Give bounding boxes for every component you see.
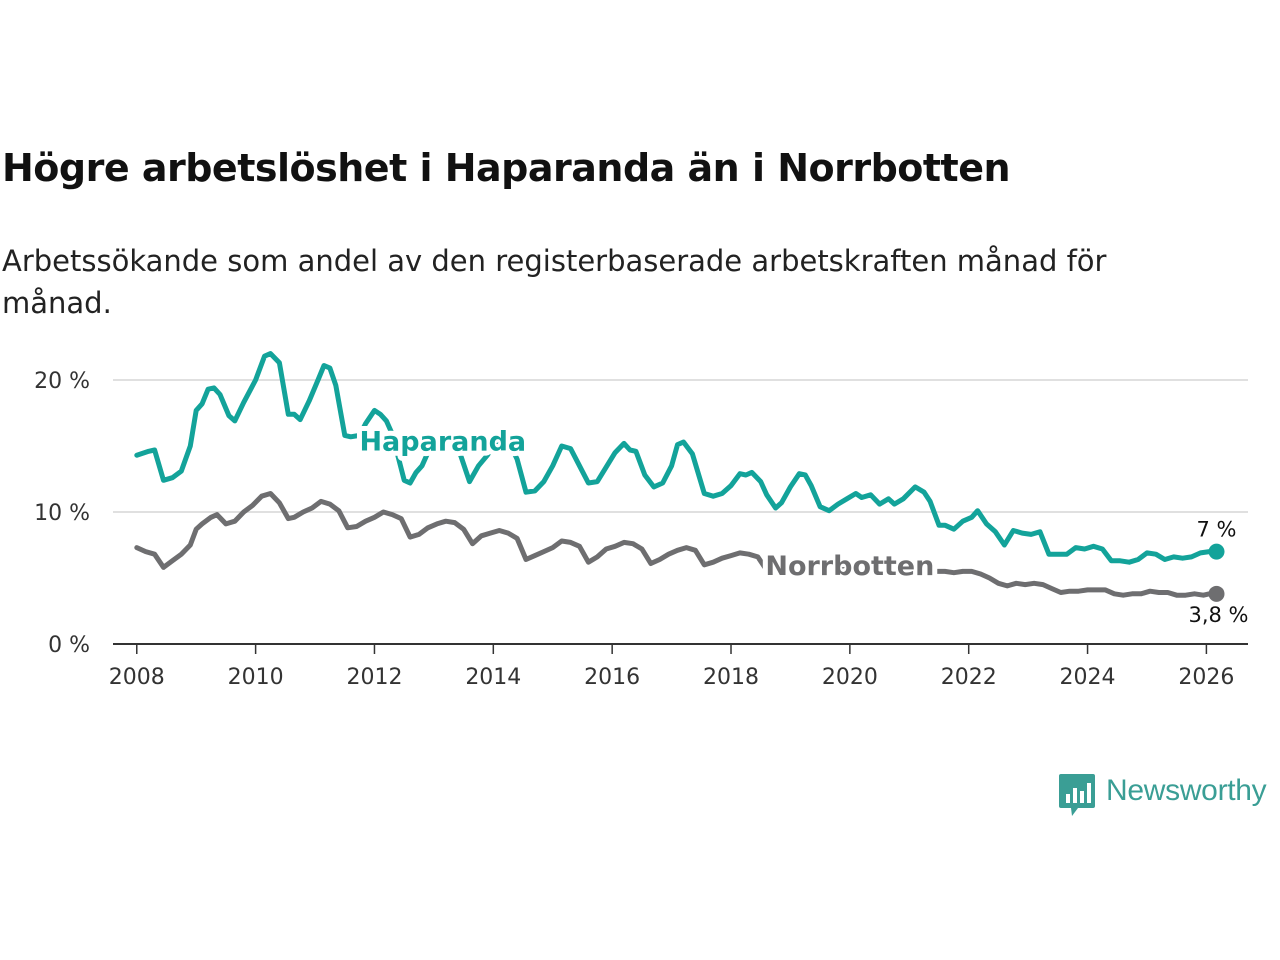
chart-subtitle: Arbetssökande som andel av den registerb…	[2, 244, 1107, 320]
end-value-label-haparanda: 7 %	[1197, 518, 1237, 542]
x-tick-label: 2020	[822, 665, 878, 690]
x-tick-label: 2010	[228, 665, 284, 690]
series	[134, 351, 1225, 602]
end-point-haparanda	[1208, 543, 1225, 560]
end-value-label-norrbotten: 3,8 %	[1188, 603, 1248, 627]
chart-title: Högre arbetslöshet i Haparanda än i Norr…	[2, 146, 1011, 190]
series-line-haparanda	[134, 351, 1219, 565]
y-tick-label: 10 %	[34, 501, 90, 526]
series-label-halo: Haparanda	[359, 427, 526, 458]
x-tick-label: 2022	[941, 665, 997, 690]
x-tick-label: 2008	[109, 665, 165, 690]
x-tick-label: 2026	[1178, 665, 1234, 690]
x-tick-label: 2012	[346, 665, 402, 690]
series-label-haparanda: Haparanda	[359, 427, 526, 458]
series-label-norrbotten: Norrbotten	[765, 551, 934, 582]
brand-name: Newsworthy	[1106, 774, 1267, 807]
end-point-norrbotten	[1208, 585, 1225, 602]
x-tick-label: 2016	[584, 665, 640, 690]
axes: 0 % 10 % 20 % 2008 2010 2012 2014 2016 2018 2020 2…	[34, 369, 1248, 690]
series-label-halo: Norrbotten	[765, 551, 934, 582]
y-tick-label: 0 %	[48, 633, 90, 658]
x-tick-label: 2018	[703, 665, 759, 690]
y-tick-label: 20 %	[34, 369, 90, 394]
newsworthy-logo: Newsworthy	[1058, 772, 1280, 822]
bar-chart-speech-bubble-icon	[1059, 774, 1095, 816]
x-tick-label: 2014	[465, 665, 521, 690]
labels: HaparandaHaparandaNorrbottenNorrbotten7 …	[354, 422, 1248, 627]
series-line-norrbotten	[134, 491, 1219, 598]
x-tick-label: 2024	[1060, 665, 1116, 690]
